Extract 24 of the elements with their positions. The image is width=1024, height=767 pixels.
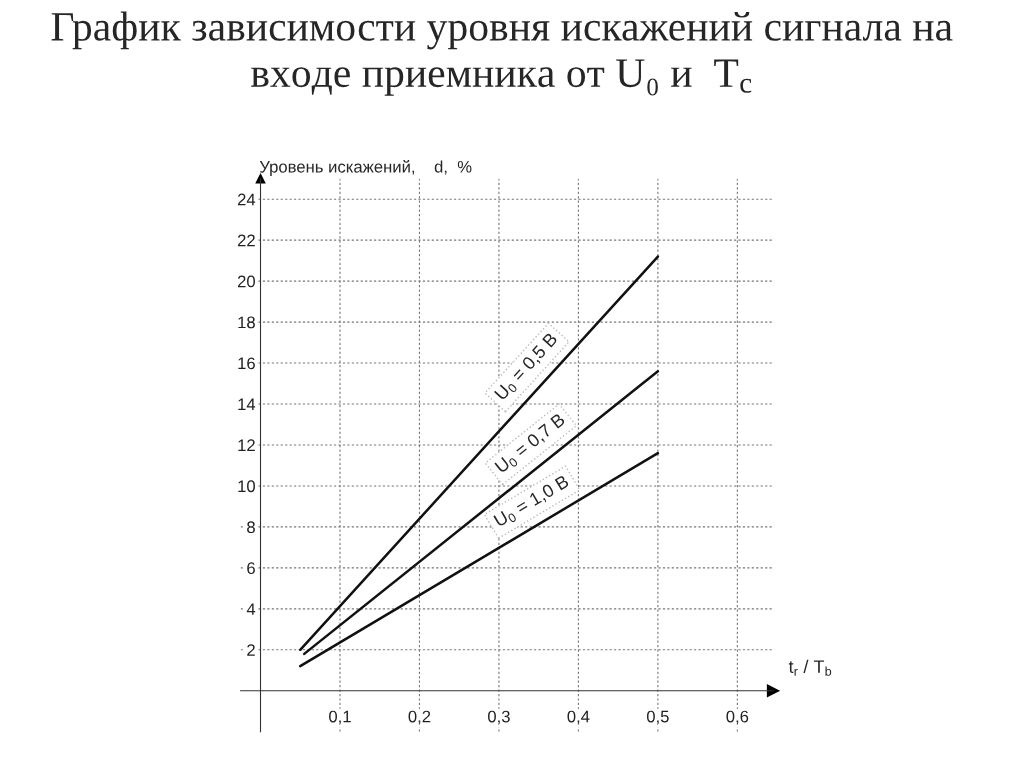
chart-title: График зависимости уровня искажений сигнала на входе приемника от U₀ и T$_{c}$ xyxy=(51,11,953,96)
y-tick-label: 6 xyxy=(247,562,255,575)
x-tick-label: 0,3 xyxy=(488,710,510,725)
y-tick-label: 2 xyxy=(247,644,255,656)
y-tick-label: 22 xyxy=(237,234,255,247)
y-axis-title: Уровень искажений, d, % xyxy=(259,160,472,176)
y-tick-label: 10 xyxy=(238,480,255,493)
y-tick-label: 12 xyxy=(238,439,255,452)
x-tick-label: 0,2 xyxy=(408,710,431,725)
y-tick-label: 24 xyxy=(237,193,256,206)
x-axis-title: t$_{r}$ / T$_{b}$ xyxy=(788,659,832,676)
y-tick-label: 14 xyxy=(238,398,256,411)
y-tick-label: 4 xyxy=(246,603,256,615)
x-tick-label: 0,5 xyxy=(646,710,669,725)
x-tick-label: 0,6 xyxy=(726,710,749,725)
y-tick-label: 20 xyxy=(237,275,255,288)
text: U$_{0}$ = 0,7 В xyxy=(494,412,568,476)
text: U$_{0}$ = 1,0 В xyxy=(493,474,571,530)
x-tick-label: 0,4 xyxy=(567,710,590,725)
y-tick-label: 16 xyxy=(238,357,255,370)
x-tick-label: 0,1 xyxy=(329,710,351,725)
y-tick-label: 8 xyxy=(247,521,255,534)
y-tick-label: 18 xyxy=(238,316,255,329)
text: U$_{0}$ = 0,5 В xyxy=(493,331,561,403)
